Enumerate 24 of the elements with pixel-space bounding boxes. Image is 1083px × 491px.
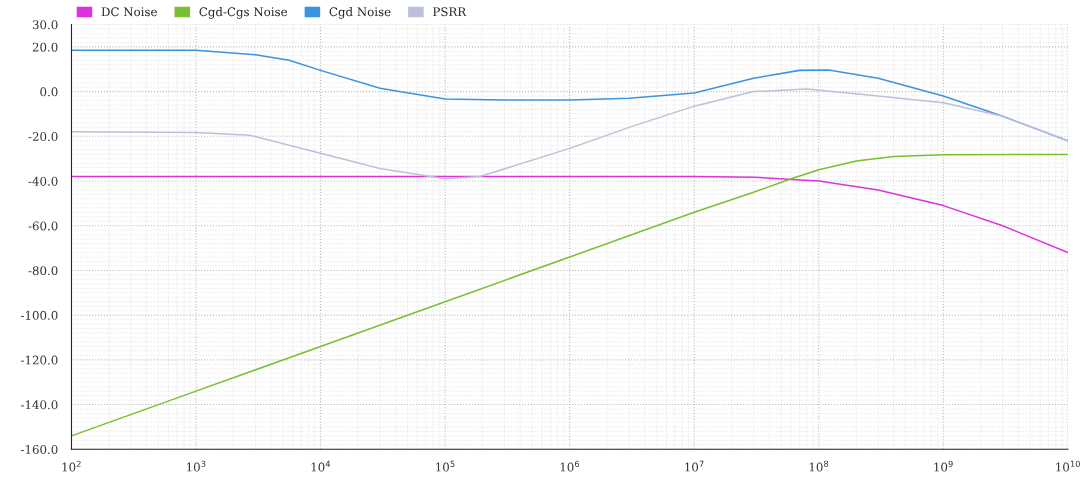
legend-label: Cgd Noise xyxy=(329,7,391,19)
y-tick-label: -160.0 xyxy=(21,444,58,454)
x-tick-label: 10$^{9}$ xyxy=(934,460,953,472)
y-tick-label: -140.0 xyxy=(21,400,58,410)
y-tick-label: -60.0 xyxy=(28,221,58,231)
y-tick-label: -100.0 xyxy=(21,310,58,320)
x-tick-label: 10$^{2}$ xyxy=(62,460,81,472)
y-tick-label: -80.0 xyxy=(28,266,58,276)
y-tick-label: -20.0 xyxy=(28,132,58,141)
y-tick-label: 30.0 xyxy=(32,20,58,30)
x-tick-label: 10$^{6}$ xyxy=(560,460,580,472)
y-tick-label: -120.0 xyxy=(21,355,58,365)
x-tick-label: 10$^{10}$ xyxy=(1056,460,1080,472)
x-tick-label: 10$^{5}$ xyxy=(436,460,455,472)
x-tick-label: 10$^{8}$ xyxy=(809,460,829,472)
y-tick-label: -40.0 xyxy=(28,176,58,186)
x-tick-label: 10$^{3}$ xyxy=(187,460,206,472)
y-tick-label: 20.0 xyxy=(32,42,58,52)
y-tick-label: 0.0 xyxy=(40,87,58,97)
x-tick-label: 10$^{7}$ xyxy=(685,460,704,472)
x-tick-label: 10$^{4}$ xyxy=(311,460,331,472)
legend-label: Cgd-Cgs Noise xyxy=(199,7,288,19)
legend-label: DC Noise xyxy=(101,7,157,17)
legend-label: PSRR xyxy=(433,7,467,17)
